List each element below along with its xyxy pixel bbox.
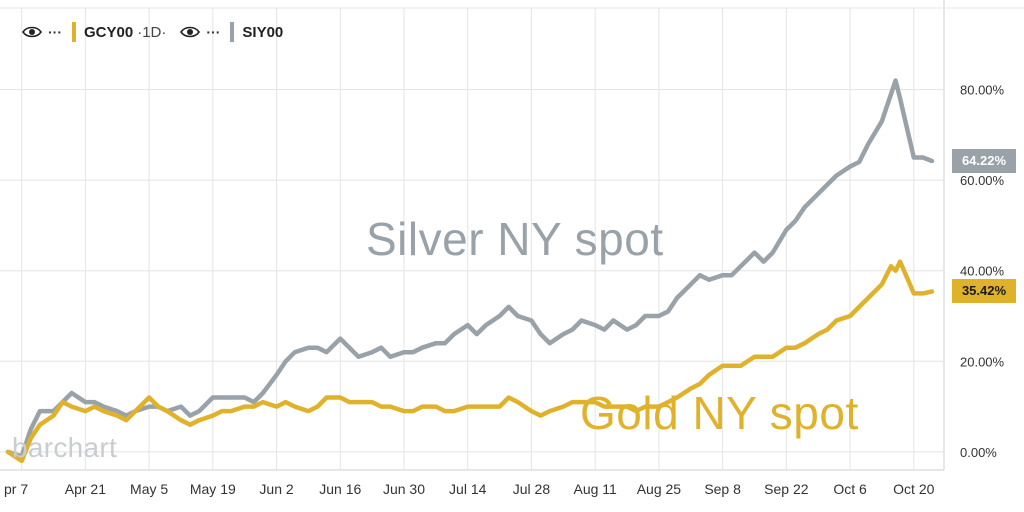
x-axis: pr 7 Apr 21 May 5 May 19 Jun 2 Jun 16 Jun 30 Ju… (4, 481, 935, 497)
x-tick-label: Jul 14 (449, 481, 487, 497)
barchart-watermark: barchart (12, 432, 118, 463)
eye-icon[interactable] (180, 24, 201, 40)
x-tick-label: Aug 25 (637, 481, 682, 497)
silver-symbol[interactable]: SIY00 (242, 23, 284, 41)
interval-label[interactable]: ·1D· (137, 23, 167, 41)
gcy00-line (5, 259, 935, 464)
x-tick-label: May 19 (190, 481, 236, 497)
x-tick-label: Oct 20 (893, 481, 934, 497)
y-tick-label: 40.00% (960, 264, 1005, 279)
y-tick-label: 60.00% (960, 173, 1005, 188)
gold-symbol[interactable]: GCY00 (84, 23, 134, 41)
x-tick-label: Jul 28 (513, 481, 551, 497)
grid (0, 0, 1024, 471)
x-tick-label: Aug 11 (574, 481, 618, 497)
x-tick-label: Jun 30 (383, 481, 425, 497)
x-tick-label: May 5 (130, 481, 168, 497)
y-tick-label: 0.00% (960, 445, 997, 460)
x-tick-label: Apr 21 (65, 481, 106, 497)
x-tick-label: Oct 6 (833, 481, 867, 497)
series-lines (5, 78, 935, 464)
more-options-icon[interactable]: ··· (48, 24, 62, 40)
silver-last-value-tag: 64.22% (952, 149, 1016, 173)
x-tick-label: Jun 2 (259, 481, 293, 497)
silver-swatch (230, 22, 235, 42)
chart-legend: ··· GCY00 ·1D· ··· SIY00 (22, 20, 283, 44)
x-tick-label: Sep 8 (704, 481, 741, 497)
silver-annotation: Silver NY spot (366, 213, 664, 265)
more-options-icon[interactable]: ··· (206, 24, 221, 40)
eye-icon[interactable] (22, 24, 42, 40)
y-tick-label: 80.00% (960, 83, 1005, 98)
gold-swatch (72, 22, 76, 42)
x-tick-label: Sep 22 (764, 481, 809, 497)
y-axis: 0.00% 20.00% 40.00% 60.00% 80.00% (960, 83, 1005, 460)
gold-last-value-tag: 35.42% (952, 279, 1016, 304)
y-tick-label: 20.00% (960, 354, 1005, 369)
gold-annotation: Gold NY spot (580, 387, 859, 439)
x-tick-label: pr 7 (4, 481, 28, 497)
x-tick-label: Jun 16 (319, 481, 361, 497)
